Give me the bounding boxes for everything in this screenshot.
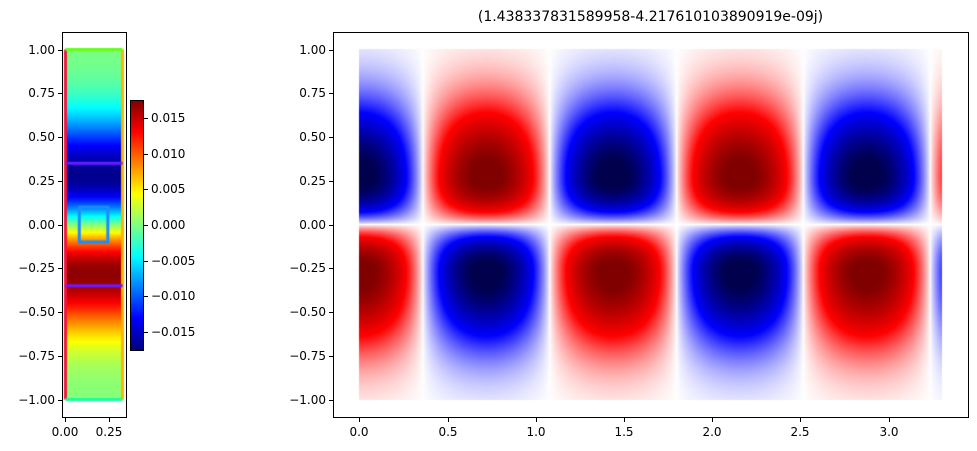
x-tick-mark	[65, 418, 66, 422]
y-tick-mark	[329, 268, 333, 269]
x-tick-label: 0.5	[438, 425, 458, 439]
colorbar-tick-label: 0.010	[151, 147, 186, 161]
colorbar-tick-label: 0.000	[151, 218, 186, 232]
x-tick-label: 1.0	[526, 425, 546, 439]
x-tick-mark	[800, 418, 801, 422]
x-tick-label: 3.0	[879, 425, 899, 439]
colorbar-tick-label: −0.005	[151, 254, 196, 268]
y-tick-label: −0.25	[18, 261, 55, 275]
y-tick-mark	[58, 225, 62, 226]
x-tick-mark	[536, 418, 537, 422]
x-tick-label: 0.0	[349, 425, 369, 439]
y-tick-label: 0.75	[28, 86, 55, 100]
y-tick-mark	[329, 50, 333, 51]
y-tick-mark	[58, 137, 62, 138]
y-tick-mark	[58, 400, 62, 401]
x-tick-mark	[109, 418, 110, 422]
colorbar-tick-label: 0.015	[151, 111, 186, 125]
y-tick-mark	[58, 181, 62, 182]
x-tick-label: 0.00	[51, 425, 79, 439]
x-tick-mark	[712, 418, 713, 422]
plot-title: (1.438337831589958-4.217610103890919e-09…	[477, 9, 824, 25]
colorbar-tick-mark	[144, 332, 148, 333]
x-tick-label: 1.5	[614, 425, 634, 439]
x-tick-mark	[448, 418, 449, 422]
colorbar-tick-mark	[144, 261, 148, 262]
x-tick-mark	[889, 418, 890, 422]
colorbar-tick-label: −0.010	[151, 289, 196, 303]
y-tick-mark	[329, 93, 333, 94]
y-tick-label: 0.00	[28, 218, 55, 232]
y-tick-mark	[58, 268, 62, 269]
colorbar-gradient	[130, 100, 143, 350]
colorbar-tick-mark	[144, 118, 148, 119]
y-tick-label: −0.75	[289, 349, 326, 363]
y-tick-mark	[58, 356, 62, 357]
y-tick-label: 1.00	[28, 43, 55, 57]
y-tick-label: −0.75	[18, 349, 55, 363]
y-tick-label: −1.00	[289, 393, 326, 407]
y-tick-label: −0.50	[18, 305, 55, 319]
y-tick-label: −0.50	[289, 305, 326, 319]
y-tick-mark	[329, 356, 333, 357]
colorbar-tick-label: 0.005	[151, 182, 186, 196]
left-field-heatmap	[62, 32, 126, 417]
y-tick-label: −0.25	[289, 261, 326, 275]
colorbar-tick-mark	[144, 225, 148, 226]
y-tick-mark	[58, 50, 62, 51]
y-tick-label: 0.00	[299, 218, 326, 232]
x-tick-mark	[359, 418, 360, 422]
y-tick-label: 1.00	[299, 43, 326, 57]
y-tick-label: −1.00	[18, 393, 55, 407]
y-tick-mark	[58, 93, 62, 94]
y-tick-label: 0.50	[28, 130, 55, 144]
y-tick-mark	[329, 137, 333, 138]
y-tick-mark	[329, 312, 333, 313]
x-tick-label: 2.5	[790, 425, 810, 439]
y-tick-mark	[329, 400, 333, 401]
colorbar-tick-mark	[144, 154, 148, 155]
x-tick-label: 0.25	[95, 425, 123, 439]
y-tick-mark	[329, 225, 333, 226]
colorbar-tick-mark	[144, 296, 148, 297]
y-tick-label: 0.50	[299, 130, 326, 144]
colorbar-tick-mark	[144, 189, 148, 190]
y-tick-label: 0.25	[299, 174, 326, 188]
y-tick-label: 0.75	[299, 86, 326, 100]
y-tick-mark	[329, 181, 333, 182]
colorbar-tick-label: −0.015	[151, 325, 196, 339]
mode-field-heatmap	[333, 32, 968, 417]
y-tick-label: 0.25	[28, 174, 55, 188]
x-tick-label: 2.0	[702, 425, 722, 439]
x-tick-mark	[624, 418, 625, 422]
y-tick-mark	[58, 312, 62, 313]
